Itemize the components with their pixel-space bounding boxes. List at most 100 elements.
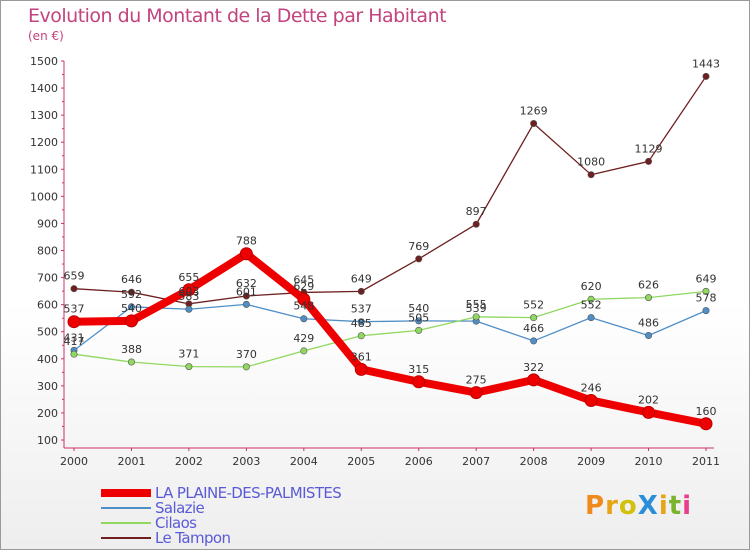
y-tick-label: 600 bbox=[37, 299, 58, 312]
legend-label: Le Tampon bbox=[155, 529, 231, 547]
data-label-salazie: 552 bbox=[581, 299, 602, 312]
data-label-la-plaine-des-palmistes: 629 bbox=[293, 280, 314, 293]
data-label-le-tampon: 632 bbox=[236, 277, 257, 290]
y-tick-label: 400 bbox=[37, 353, 58, 366]
data-point-le-tampon bbox=[242, 292, 250, 300]
data-label-la-plaine-des-palmistes: 246 bbox=[581, 381, 602, 394]
data-point-la-plaine-des-palmistes bbox=[124, 314, 138, 328]
logo-letter: i bbox=[682, 491, 693, 521]
data-label-la-plaine-des-palmistes: 160 bbox=[696, 405, 717, 418]
data-point-cilaos bbox=[127, 358, 135, 366]
y-tick-label: 300 bbox=[37, 380, 58, 393]
proxiti-logo: ProXiti bbox=[585, 491, 692, 521]
data-point-cilaos bbox=[300, 347, 308, 355]
data-point-cilaos bbox=[185, 363, 193, 371]
data-label-salazie: 578 bbox=[696, 292, 717, 305]
data-point-la-plaine-des-palmistes bbox=[354, 362, 368, 376]
x-tick-label: 2001 bbox=[117, 455, 145, 468]
data-label-la-plaine-des-palmistes: 202 bbox=[638, 393, 659, 406]
y-tick-label: 900 bbox=[37, 217, 58, 230]
y-tick-label: 1400 bbox=[30, 82, 58, 95]
logo-letter: r bbox=[605, 491, 619, 521]
data-point-le-tampon bbox=[702, 72, 710, 80]
data-label-la-plaine-des-palmistes: 540 bbox=[121, 302, 142, 315]
x-tick-label: 2010 bbox=[635, 455, 663, 468]
data-label-la-plaine-des-palmistes: 322 bbox=[523, 361, 544, 374]
data-label-le-tampon: 1129 bbox=[635, 142, 663, 155]
y-tick-label: 500 bbox=[37, 326, 58, 339]
data-label-la-plaine-des-palmistes: 315 bbox=[408, 363, 429, 376]
x-tick-label: 2000 bbox=[60, 455, 88, 468]
data-label-cilaos: 505 bbox=[408, 311, 429, 324]
data-point-salazie bbox=[127, 303, 135, 311]
data-point-salazie bbox=[242, 300, 250, 308]
data-point-la-plaine-des-palmistes bbox=[182, 283, 196, 297]
data-label-cilaos: 429 bbox=[293, 332, 314, 345]
x-tick-label: 2009 bbox=[577, 455, 605, 468]
y-tick-label: 1000 bbox=[30, 190, 58, 203]
data-point-cilaos bbox=[702, 287, 710, 295]
data-point-le-tampon bbox=[357, 287, 365, 295]
y-tick-label: 1200 bbox=[30, 136, 58, 149]
logo-letter: P bbox=[585, 491, 606, 521]
legend-label: Salazie bbox=[155, 499, 205, 517]
x-tick-label: 2003 bbox=[232, 455, 260, 468]
data-point-la-plaine-des-palmistes bbox=[297, 292, 311, 306]
data-label-salazie: 539 bbox=[466, 302, 487, 315]
logo-letter: i bbox=[658, 491, 669, 521]
data-point-cilaos bbox=[70, 350, 78, 358]
data-point-le-tampon bbox=[127, 288, 135, 296]
y-tick-label: 100 bbox=[37, 434, 58, 447]
data-point-cilaos bbox=[415, 326, 423, 334]
data-label-le-tampon: 649 bbox=[351, 272, 372, 285]
y-tick-label: 1300 bbox=[30, 109, 58, 122]
data-label-le-tampon: 769 bbox=[408, 240, 429, 253]
data-point-le-tampon bbox=[587, 171, 595, 179]
data-point-le-tampon bbox=[645, 157, 653, 165]
data-label-salazie: 537 bbox=[351, 303, 372, 316]
data-label-cilaos: 485 bbox=[351, 317, 372, 330]
chart-subtitle: (en €) bbox=[28, 29, 64, 43]
data-point-le-tampon bbox=[472, 220, 480, 228]
x-tick-label: 2008 bbox=[520, 455, 548, 468]
data-point-salazie bbox=[702, 307, 710, 315]
x-tick-label: 2004 bbox=[290, 455, 318, 468]
data-point-le-tampon bbox=[70, 285, 78, 293]
data-label-le-tampon: 603 bbox=[178, 285, 199, 298]
data-point-cilaos bbox=[472, 313, 480, 321]
data-point-le-tampon bbox=[530, 120, 538, 128]
data-label-salazie: 431 bbox=[64, 331, 85, 344]
x-tick-label: 2002 bbox=[175, 455, 203, 468]
y-tick-label: 800 bbox=[37, 245, 58, 258]
data-label-cilaos: 555 bbox=[466, 298, 487, 311]
data-point-salazie bbox=[357, 318, 365, 326]
chart-title: Evolution du Montant de la Dette par Hab… bbox=[28, 5, 447, 27]
data-point-salazie bbox=[300, 315, 308, 323]
data-label-salazie: 583 bbox=[178, 290, 199, 303]
logo-letter: X bbox=[637, 491, 659, 521]
y-tick-label: 1500 bbox=[30, 55, 58, 68]
data-label-le-tampon: 646 bbox=[121, 273, 142, 286]
data-point-la-plaine-des-palmistes bbox=[469, 386, 483, 400]
data-labels: 659 646 603 632 645 649 769 897 1269 1080 1129 1443… bbox=[64, 57, 721, 417]
series-line-salazie bbox=[73, 303, 707, 352]
data-point-la-plaine-des-palmistes bbox=[584, 393, 598, 407]
data-label-le-tampon: 1443 bbox=[692, 57, 720, 70]
data-point-salazie bbox=[415, 317, 423, 325]
data-point-salazie bbox=[645, 332, 653, 340]
data-label-la-plaine-des-palmistes: 275 bbox=[466, 374, 487, 387]
y-tick-label: 200 bbox=[37, 407, 58, 420]
data-label-salazie: 540 bbox=[408, 302, 429, 315]
series-line-cilaos bbox=[73, 290, 707, 368]
data-label-salazie: 592 bbox=[121, 288, 142, 301]
axes: 100 200 300 400 500 600 700 800 900 1000 1100 1200 1… bbox=[30, 55, 720, 468]
legend-label: Cilaos bbox=[155, 514, 197, 532]
data-label-cilaos: 371 bbox=[178, 348, 199, 361]
logo-letter: t bbox=[668, 491, 683, 521]
data-label-salazie: 601 bbox=[236, 285, 257, 298]
y-tick-label: 1100 bbox=[30, 163, 58, 176]
data-point-salazie bbox=[587, 314, 595, 322]
data-label-salazie: 548 bbox=[293, 300, 314, 313]
data-point-la-plaine-des-palmistes bbox=[67, 315, 81, 329]
